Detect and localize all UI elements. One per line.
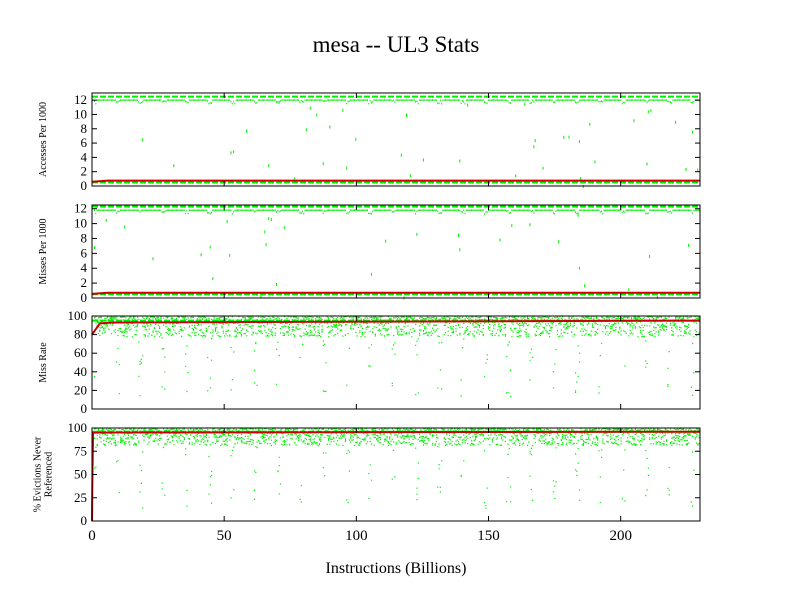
evictions-ytick-label: 75 xyxy=(74,443,87,458)
miss-rate-ylabel: Miss Rate xyxy=(38,342,49,383)
xtick-label: 0 xyxy=(88,528,96,544)
misses-frame xyxy=(91,204,701,299)
misses-ytick-label: 6 xyxy=(81,245,88,260)
evictions-scatter-points xyxy=(94,428,700,509)
misses-ytick-label: 10 xyxy=(74,216,87,231)
accesses-frame xyxy=(91,92,701,187)
chart-title: mesa -- UL3 Stats xyxy=(312,32,480,57)
evictions-ylabel: % Evictions Never xyxy=(33,436,44,512)
misses-scatter-points xyxy=(94,209,700,300)
evictions-points xyxy=(92,428,700,509)
xtick-label: 100 xyxy=(345,528,368,544)
misses-average-line xyxy=(91,291,700,295)
miss-rate-ytick-label: 20 xyxy=(74,382,87,397)
accesses-ytick-label: 8 xyxy=(81,121,88,136)
misses-ylabel: Misses Per 1000 xyxy=(38,218,49,284)
accesses-ytick-label: 0 xyxy=(81,178,88,193)
accesses-ytick-label: 2 xyxy=(81,164,88,179)
panel-evictions: 0 25 50 75 100 % Evictions Never Referenced xyxy=(33,420,701,528)
evictions-frame xyxy=(91,427,701,522)
accesses-ytick-label: 12 xyxy=(74,92,87,107)
miss-rate-frame xyxy=(91,315,701,410)
xtick-label: 200 xyxy=(609,528,632,544)
evictions-ytick-label: 50 xyxy=(74,467,87,482)
miss-rate-ytick-label: 60 xyxy=(74,345,87,360)
panel-miss-rate: 0 20 40 60 80 100 Miss Rate xyxy=(38,308,701,416)
miss-rate-ytick-label: 40 xyxy=(74,364,87,379)
accesses-ytick-label: 6 xyxy=(81,135,88,150)
x-axis-label: Instructions (Billions) xyxy=(325,560,467,577)
evictions-ytick-label: 25 xyxy=(74,490,87,505)
accesses-ytick-label: 4 xyxy=(81,149,88,164)
misses-ytick-label: 8 xyxy=(81,230,88,245)
misses-ytick-label: 4 xyxy=(81,260,88,275)
miss-rate-scatter-points xyxy=(94,316,700,397)
miss-rate-ytick-label: 0 xyxy=(81,401,88,416)
miss-rate-average-line xyxy=(91,319,701,336)
misses-ytick-label: 12 xyxy=(74,201,87,216)
accesses-points xyxy=(92,95,700,188)
misses-ytick-label: 2 xyxy=(81,275,88,290)
miss-rate-ytick-label: 100 xyxy=(68,308,88,323)
miss-rate-ytick-label: 80 xyxy=(74,327,87,342)
accesses-average-line xyxy=(91,179,700,183)
evictions-ylabel: Referenced xyxy=(44,452,55,498)
accesses-ytick-label: 10 xyxy=(74,106,87,121)
accesses-ylabel: Accesses Per 1000 xyxy=(38,102,49,177)
evictions-ytick-label: 0 xyxy=(81,513,88,528)
evictions-average-line xyxy=(91,430,701,522)
misses-ytick-label: 0 xyxy=(81,290,88,305)
evictions-ytick-label: 100 xyxy=(68,420,88,435)
xtick-label: 50 xyxy=(217,528,232,544)
xtick-label: 150 xyxy=(477,528,500,544)
miss-rate-points xyxy=(92,316,700,397)
misses-points xyxy=(92,205,700,300)
accesses-scatter-points xyxy=(94,99,700,188)
